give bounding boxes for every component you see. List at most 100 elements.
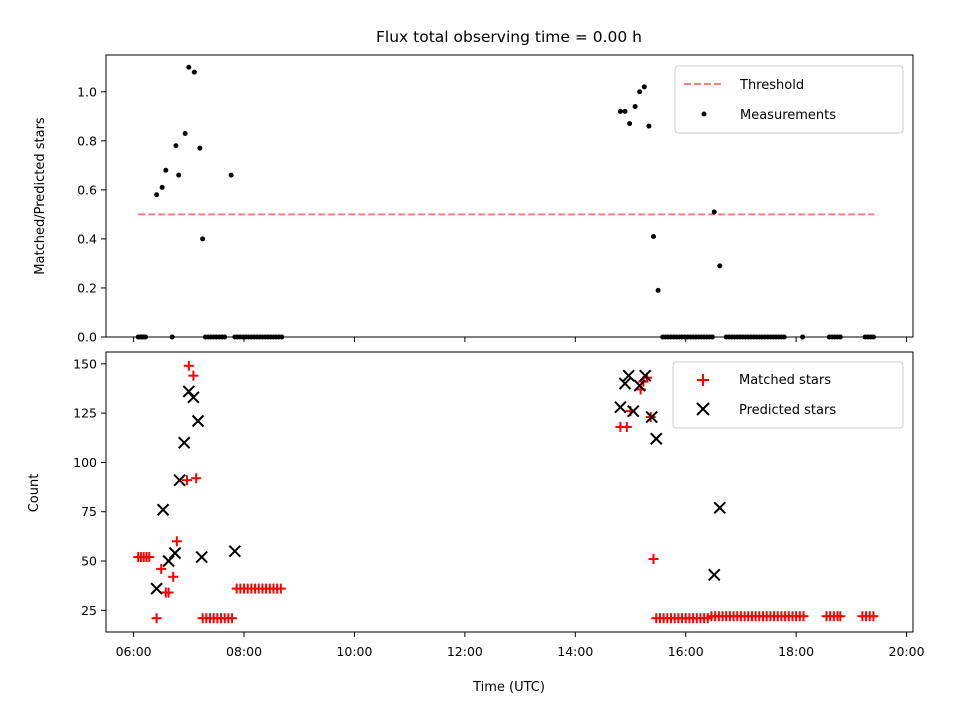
legend-matched-label: Matched stars [739,373,831,388]
measurement-point [200,236,206,242]
measurement-point [632,103,638,109]
top-plot-marks [135,64,876,340]
bottom-x-axis: 06:00 08:00 10:00 12:00 14:00 16:00 18:00 20:00 [116,632,925,659]
x-tick-label: 20:00 [889,644,925,659]
measurement-point [173,143,179,149]
measurement-point [176,172,182,178]
predicted-star-point [187,391,200,404]
matched-star-point [188,370,199,381]
matched-star-point [648,554,659,565]
predicted-star-point [645,410,658,424]
matched-star-point [621,421,632,432]
predicted-star-point [622,369,635,382]
top-y-tick-label: 0.8 [77,133,97,148]
top-legend-box [674,65,904,134]
measurement-point [622,108,628,114]
matched-star-point [275,583,286,594]
bottom-y-tick-label: 75 [81,504,97,519]
x-tick-label: 12:00 [447,644,483,659]
bottom-plot-marks [133,360,879,624]
measurement-point [627,121,633,127]
predicted-star-point [713,501,726,514]
matched-star-point [156,563,167,574]
measurement-point [159,184,165,190]
matched-star-point [227,613,238,624]
measurement-point [186,64,192,70]
legend-measurements-label: Measurements [740,108,836,123]
legend-measurements-swatch [701,111,707,117]
predicted-star-point [178,436,191,449]
matched-star-point [151,613,162,624]
measurement-point [711,209,717,215]
predicted-star-point [618,377,632,390]
x-tick-label: 16:00 [668,644,704,659]
bottom-axes-frame [105,351,914,633]
top-y-tick-label: 0.0 [77,330,97,345]
top-y-tick-label: 0.6 [77,182,97,197]
top-panel: 0.0 0.2 0.4 0.6 0.8 1.0 Matched/Predicted sta… [33,54,914,345]
predicted-star-point [156,503,170,516]
top-y-tick-label: 0.4 [77,231,97,246]
bottom-y-axis-label: Count [27,474,42,513]
predicted-star-point [614,401,627,414]
measurement-point [191,69,197,75]
x-tick-label: 18:00 [778,644,814,659]
bottom-legend: Matched stars Predicted stars [672,361,904,429]
bottom-y-tick-label: 50 [81,554,97,569]
x-tick-label: 10:00 [336,644,372,659]
measurement-point [717,263,723,269]
measurement-point [646,123,652,129]
predicted-star-point [639,369,652,382]
matched-star-point [144,552,155,563]
top-y-axis: 0.0 0.2 0.4 0.6 0.8 1.0 [77,84,106,345]
predicted-star-point [228,544,242,558]
x-tick-label: 14:00 [557,644,593,659]
predicted-star-point [150,582,163,595]
matched-star-point [835,611,846,622]
bottom-panel: 25 50 75 100 125 150 06:00 08:00 10:00 12:00 14:0… [27,351,925,695]
predicted-star-point [168,546,182,560]
bottom-y-tick-label: 125 [73,406,97,421]
x-tick-label: 06:00 [116,644,152,659]
legend-predicted-swatch [696,402,710,416]
bottom-legend-box [672,361,904,429]
matched-star-point [798,611,809,622]
top-x-axis [133,337,908,342]
matched-star-point [191,473,202,484]
bottom-y-tick-label: 25 [81,603,97,618]
legend-predicted-label: Predicted stars [739,403,836,418]
predicted-star-point [173,473,186,487]
bottom-y-axis: 25 50 75 100 125 150 [73,356,106,618]
measurement-point [641,84,647,90]
x-tick-label: 08:00 [226,644,262,659]
top-legend: Threshold Measurements [674,65,904,134]
measurement-point [228,172,234,178]
measurement-point [651,233,657,239]
predicted-star-point [627,404,640,418]
bottom-y-tick-label: 150 [73,356,97,371]
matched-star-point [181,475,192,486]
measurement-point [163,167,169,173]
matched-star-point [168,571,179,582]
measurement-point [637,89,643,95]
measurement-point [617,108,623,114]
measurement-point [182,130,188,136]
chart-title: Flux total observing time = 0.00 h [376,28,642,46]
top-axes-frame [105,54,914,338]
predicted-star-point [195,550,208,564]
predicted-star-point [650,432,663,445]
predicted-star-point [162,554,175,568]
matched-star-point [171,536,182,547]
predicted-star-point [191,414,205,428]
matched-star-point [868,611,879,622]
measurement-point [154,192,160,198]
top-y-tick-label: 0.2 [77,280,97,295]
predicted-star-point [708,568,721,582]
x-axis-label: Time (UTC) [472,680,545,695]
matched-star-point [183,360,194,371]
top-y-tick-label: 1.0 [77,84,97,99]
top-y-axis-label: Matched/Predicted stars [33,117,48,275]
matched-star-point [163,587,174,598]
legend-threshold-label: Threshold [739,78,804,93]
